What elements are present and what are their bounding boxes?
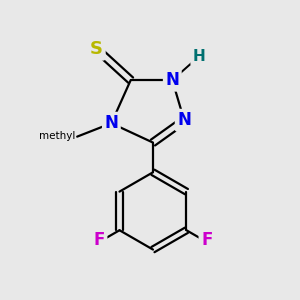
Text: H: H xyxy=(193,49,206,64)
Text: N: N xyxy=(177,111,191,129)
Text: S: S xyxy=(90,40,103,58)
Text: methyl: methyl xyxy=(39,131,76,141)
Text: F: F xyxy=(94,231,105,249)
Text: N: N xyxy=(165,71,179,89)
Text: F: F xyxy=(201,231,212,249)
Text: N: N xyxy=(104,114,118,132)
